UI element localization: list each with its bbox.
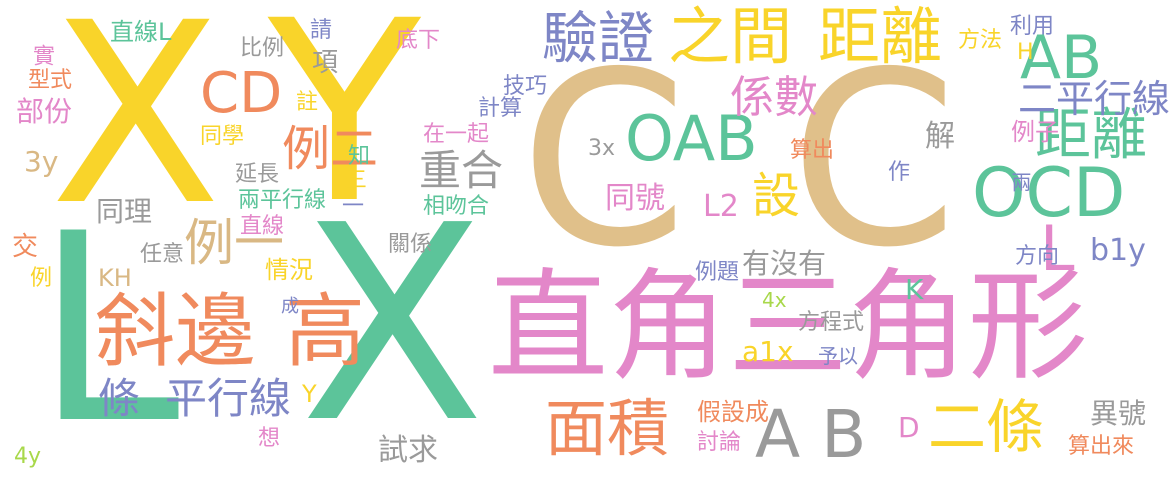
word-y-small: Y: [302, 380, 317, 408]
word-l-pink: L: [1040, 212, 1075, 285]
word-form: 型式: [28, 68, 73, 93]
word-find: 試求: [378, 433, 438, 468]
word-solve: 解: [925, 119, 955, 154]
word-example: 例子: [1011, 118, 1059, 146]
word-h: H: [1017, 40, 1034, 65]
word-opposite-sign: 異號: [1090, 397, 1147, 430]
word-calculation: 計算: [478, 96, 523, 121]
word-example-small: 例: [30, 266, 53, 291]
word-two-lines: 二條: [928, 393, 1045, 461]
word-intersect: 交: [12, 232, 39, 262]
word-parallel-lines: 平行線: [165, 374, 292, 423]
word-example-one: 例一: [184, 214, 284, 272]
word-4x: 4x: [762, 288, 787, 312]
word-two-parallel-lines-green: 兩平行線: [238, 188, 327, 213]
word-match: 相吻合: [423, 194, 490, 219]
word-height: 高: [285, 285, 365, 378]
word-ratio: 比例: [240, 36, 285, 61]
word-compute: 算出: [790, 138, 835, 163]
word-arbitrary: 任意: [140, 242, 185, 267]
word-4y: 4y: [14, 444, 42, 469]
word-line: 條: [98, 374, 141, 423]
word-b1y: b1y: [1090, 233, 1146, 268]
word-assume: 假設成: [697, 398, 769, 426]
word-line-l: 直線L: [110, 18, 172, 46]
word-please: 請: [310, 18, 333, 43]
word-together: 在一起: [423, 122, 490, 147]
word-example-two: 例二: [282, 121, 379, 177]
word-make: 作: [888, 160, 911, 185]
word-technique: 技巧: [503, 74, 548, 99]
word-right-triangle: 直角三角形: [488, 258, 1088, 397]
word-ocd: OCD: [972, 154, 1126, 233]
word-think: 想: [258, 426, 281, 451]
word-classmate: 同學: [200, 124, 245, 149]
word-use: 利用: [1010, 14, 1055, 39]
word-part: 部份: [16, 95, 73, 128]
word-relation: 關係: [388, 232, 433, 257]
word-y-large: Y: [268, 0, 421, 258]
word-same-sign: 同號: [605, 181, 665, 216]
word-c-left: C: [520, 20, 688, 300]
word-note: 註: [296, 90, 319, 115]
word-real: 實: [29, 44, 54, 66]
word-k: K: [905, 273, 924, 306]
word-equation: 方程式: [798, 310, 865, 335]
word-3y: 3y: [24, 145, 59, 178]
word-a1x: a1x: [742, 335, 794, 368]
word-similarly: 同理: [96, 195, 153, 228]
word-direction: 方向: [1015, 244, 1060, 269]
word-three-small: 三: [345, 168, 368, 193]
word-coincide: 重合: [419, 146, 504, 195]
word-d: D: [898, 411, 920, 444]
word-x-large: X: [50, 0, 222, 260]
word-coefficient: 係數: [730, 72, 818, 123]
word-discuss: 討論: [697, 430, 742, 455]
word-3x: 3x: [588, 136, 616, 161]
word-x-green: X: [300, 167, 485, 482]
word-verify: 驗證: [542, 7, 654, 72]
word-calculate-out: 算出來: [1068, 434, 1135, 459]
word-c-right: C: [790, 20, 958, 300]
word-whether: 有沒有: [742, 247, 827, 280]
word-term: 項: [312, 48, 339, 78]
word-area: 面積: [545, 392, 670, 465]
word-two-small: 兩: [1008, 172, 1032, 192]
word-kh: KH: [98, 264, 132, 292]
word-between: 之間: [668, 0, 793, 73]
word-two-parallel-lines: 二平行線: [1018, 77, 1171, 121]
word-situation: 情況: [265, 256, 313, 284]
word-know: 知: [348, 144, 371, 169]
word-one: 一: [342, 194, 365, 219]
word-distance-top: 距離: [818, 0, 943, 73]
word-method: 方法: [958, 28, 1003, 53]
word-ab-green: AB: [1020, 23, 1103, 93]
word-cd: CD: [200, 61, 283, 126]
word-l2: L2: [703, 189, 739, 224]
word-straight-line: 直線: [240, 214, 285, 239]
word-extend: 延長: [235, 162, 280, 187]
word-distance-green: 距離: [1035, 103, 1147, 168]
word-l-large: L: [35, 179, 180, 481]
word-become: 成: [281, 296, 299, 317]
word-give: 予以: [818, 344, 858, 368]
word-below: 底下: [396, 28, 441, 53]
word-example-problem: 例題: [695, 260, 740, 285]
word-let: 設: [752, 168, 801, 224]
word-oab: OAB: [625, 102, 758, 175]
word-a-b-gray: A B: [755, 396, 867, 473]
word-hypotenuse: 斜邊: [95, 285, 255, 378]
